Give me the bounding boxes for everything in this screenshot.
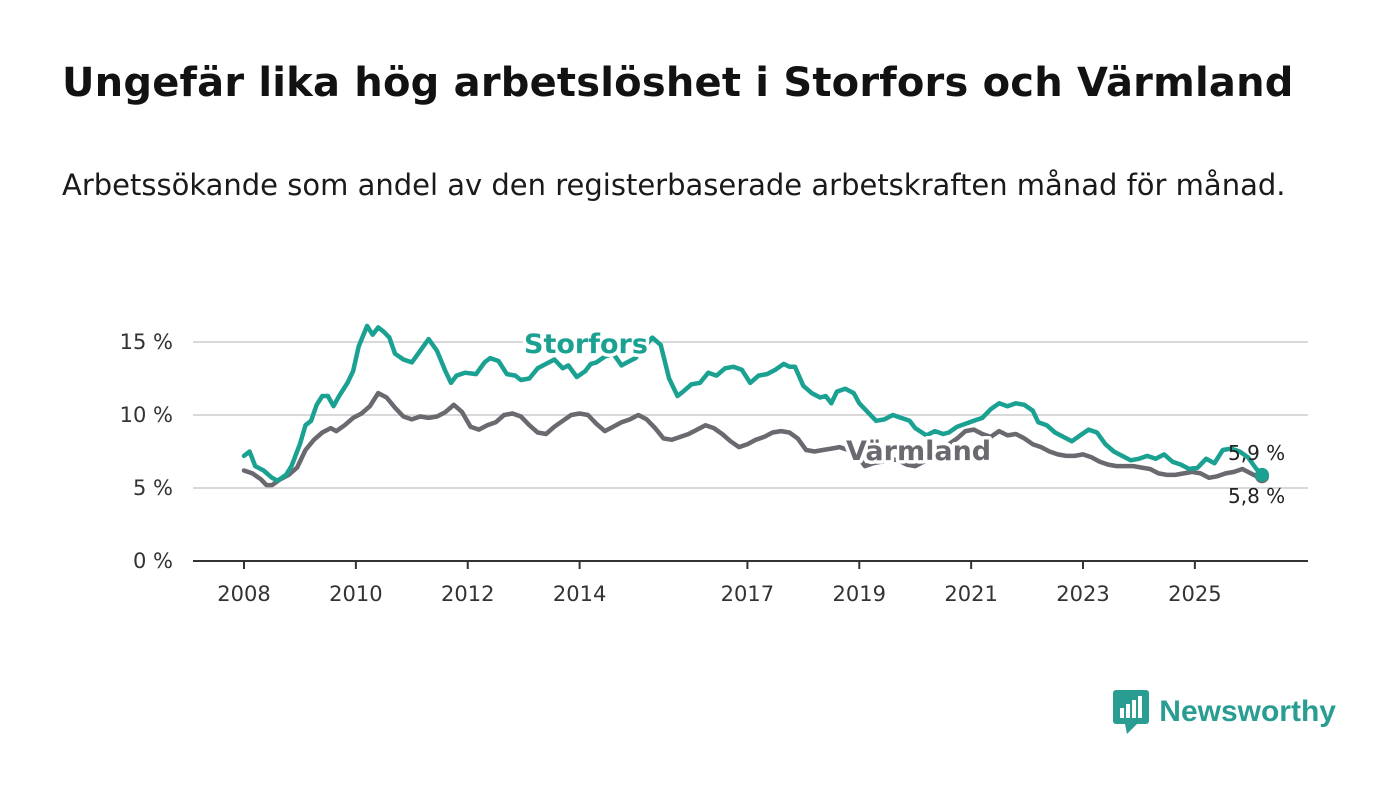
brand-name: Newsworthy (1159, 695, 1336, 728)
y-tick-label: 10 % (120, 403, 173, 427)
y-gridlines (193, 341, 1308, 489)
x-tick-label: 2023 (1056, 582, 1109, 606)
chart-subtitle: Arbetssökande som andel av den registerb… (62, 168, 1286, 202)
end-value-label: 5,9 % (1228, 441, 1285, 465)
x-tick-label: 2021 (944, 582, 997, 606)
newsworthy-bars-icon (1113, 690, 1150, 734)
x-tick-label: 2014 (553, 582, 606, 606)
y-axis-labels: 0 % 5 % 10 % 15 % (120, 330, 173, 573)
y-tick-label: 5 % (133, 476, 173, 500)
newsworthy-logo: Newsworthy (1113, 690, 1336, 734)
x-axis: 2008 2010 2012 2014 2017 2019 2021 2023 2025 (193, 560, 1308, 606)
series-line-varmland (241, 390, 1265, 488)
series-lines (241, 323, 1269, 488)
series-label: Värmland (846, 436, 991, 467)
x-tick-label: 2019 (833, 582, 886, 606)
x-tick-label: 2012 (441, 582, 494, 606)
end-point-marker (1255, 467, 1269, 482)
y-tick-label: 15 % (120, 330, 173, 354)
end-value-label: 5,8 % (1228, 484, 1285, 508)
y-tick-label: 0 % (133, 549, 173, 573)
chart-title: Ungefär lika hög arbetslöshet i Storfors… (62, 60, 1294, 106)
series-labels: Storfors Värmland 5,9 % 5,8 % (521, 326, 1286, 509)
series-label: Storfors (524, 329, 648, 360)
series-line-storfors (241, 323, 1265, 483)
x-tick-label: 2017 (721, 582, 774, 606)
x-tick-label: 2008 (217, 582, 270, 606)
x-tick-label: 2010 (329, 582, 382, 606)
x-tick-label: 2025 (1168, 582, 1221, 606)
